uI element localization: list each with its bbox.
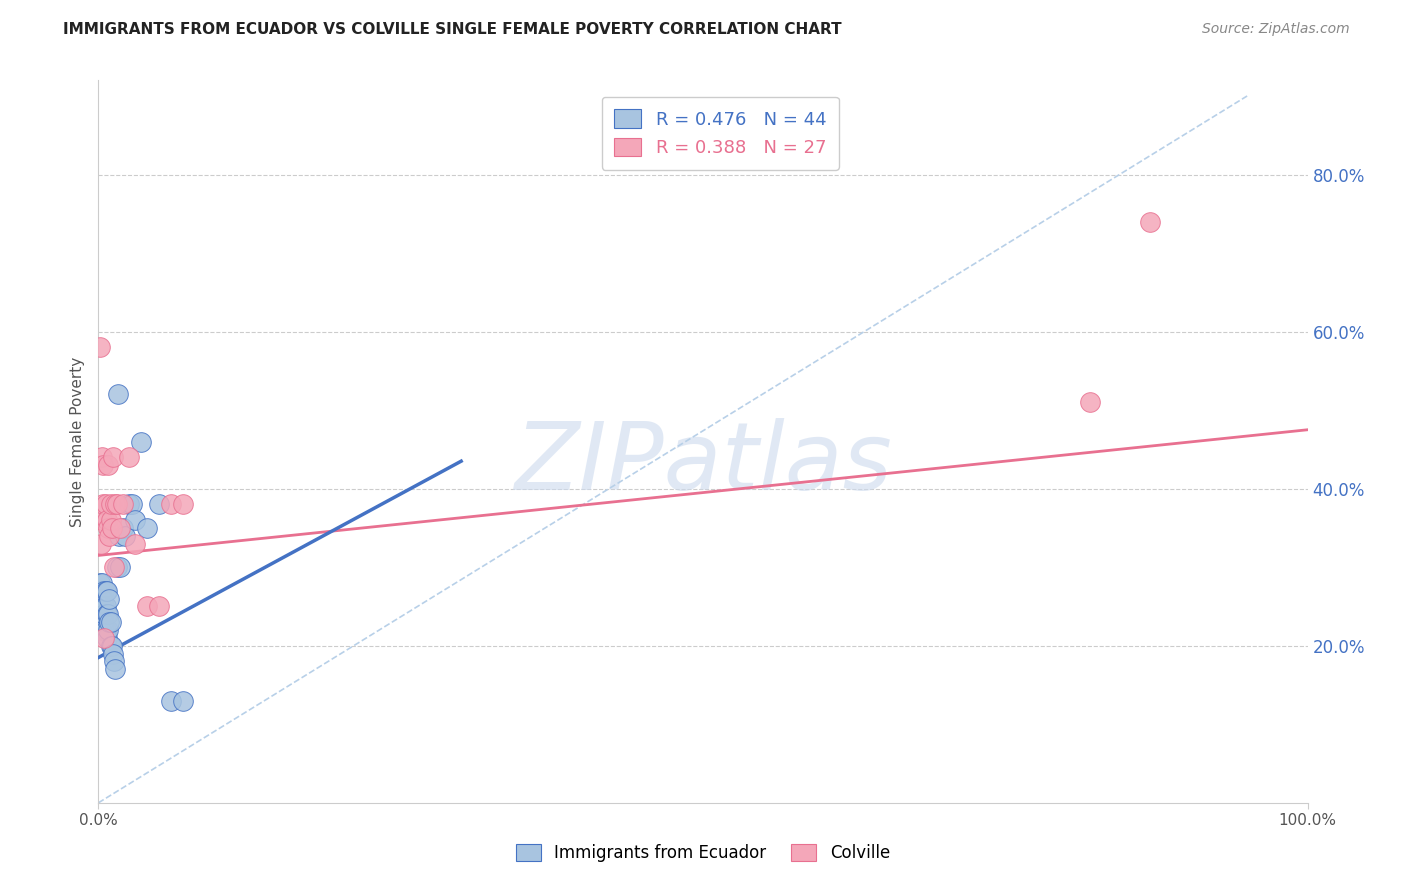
Point <box>1139 214 1161 228</box>
Point <box>93 623 115 637</box>
Point <box>172 497 194 511</box>
Point <box>89 340 111 354</box>
Text: IMMIGRANTS FROM ECUADOR VS COLVILLE SINGLE FEMALE POVERTY CORRELATION CHART: IMMIGRANTS FROM ECUADOR VS COLVILLE SING… <box>63 22 842 37</box>
Point <box>100 521 122 535</box>
Text: ZIPatlas: ZIPatlas <box>515 417 891 508</box>
Point <box>91 450 114 465</box>
Point <box>98 615 121 630</box>
Point <box>101 647 124 661</box>
Point <box>94 599 117 614</box>
Point <box>129 434 152 449</box>
Point <box>91 615 114 630</box>
Point <box>93 631 115 645</box>
Point <box>105 497 128 511</box>
Point <box>97 458 120 472</box>
Legend: Immigrants from Ecuador, Colville: Immigrants from Ecuador, Colville <box>508 836 898 871</box>
Point <box>160 694 183 708</box>
Point <box>108 521 131 535</box>
Point <box>148 599 170 614</box>
Point <box>104 497 127 511</box>
Point <box>96 583 118 598</box>
Point <box>135 521 157 535</box>
Point <box>97 521 120 535</box>
Point <box>96 631 118 645</box>
Point <box>93 607 115 622</box>
Point <box>160 497 183 511</box>
Point <box>118 497 141 511</box>
Point <box>108 560 131 574</box>
Point <box>100 497 122 511</box>
Point <box>97 623 120 637</box>
Point <box>100 615 122 630</box>
Point <box>172 694 194 708</box>
Point <box>104 662 127 676</box>
Point <box>135 599 157 614</box>
Point <box>91 599 114 614</box>
Y-axis label: Single Female Poverty: Single Female Poverty <box>69 357 84 526</box>
Point <box>124 536 146 550</box>
Point <box>108 529 131 543</box>
Point <box>1078 395 1101 409</box>
Point <box>103 655 125 669</box>
Point <box>118 450 141 465</box>
Point <box>90 599 112 614</box>
Point <box>100 513 122 527</box>
Text: Source: ZipAtlas.com: Source: ZipAtlas.com <box>1202 22 1350 37</box>
Point <box>94 497 117 511</box>
Point <box>90 583 112 598</box>
Point <box>148 497 170 511</box>
Point <box>101 450 124 465</box>
Point <box>107 387 129 401</box>
Point <box>89 575 111 590</box>
Point <box>93 583 115 598</box>
Point <box>100 639 122 653</box>
Point <box>124 513 146 527</box>
Point <box>91 575 114 590</box>
Point <box>98 529 121 543</box>
Point <box>111 521 134 535</box>
Point <box>94 583 117 598</box>
Point <box>90 623 112 637</box>
Point <box>91 458 114 472</box>
Point <box>105 560 128 574</box>
Point <box>96 513 118 527</box>
Point <box>97 607 120 622</box>
Point <box>94 623 117 637</box>
Legend: R = 0.476   N = 44, R = 0.388   N = 27: R = 0.476 N = 44, R = 0.388 N = 27 <box>602 96 839 169</box>
Point <box>114 529 136 543</box>
Point <box>111 497 134 511</box>
Point <box>96 607 118 622</box>
Point <box>98 591 121 606</box>
Point <box>91 497 114 511</box>
Point <box>91 513 114 527</box>
Point <box>93 599 115 614</box>
Point <box>90 536 112 550</box>
Point <box>100 639 122 653</box>
Point <box>91 591 114 606</box>
Point <box>91 591 114 606</box>
Point <box>91 607 114 622</box>
Point <box>103 560 125 574</box>
Point <box>121 497 143 511</box>
